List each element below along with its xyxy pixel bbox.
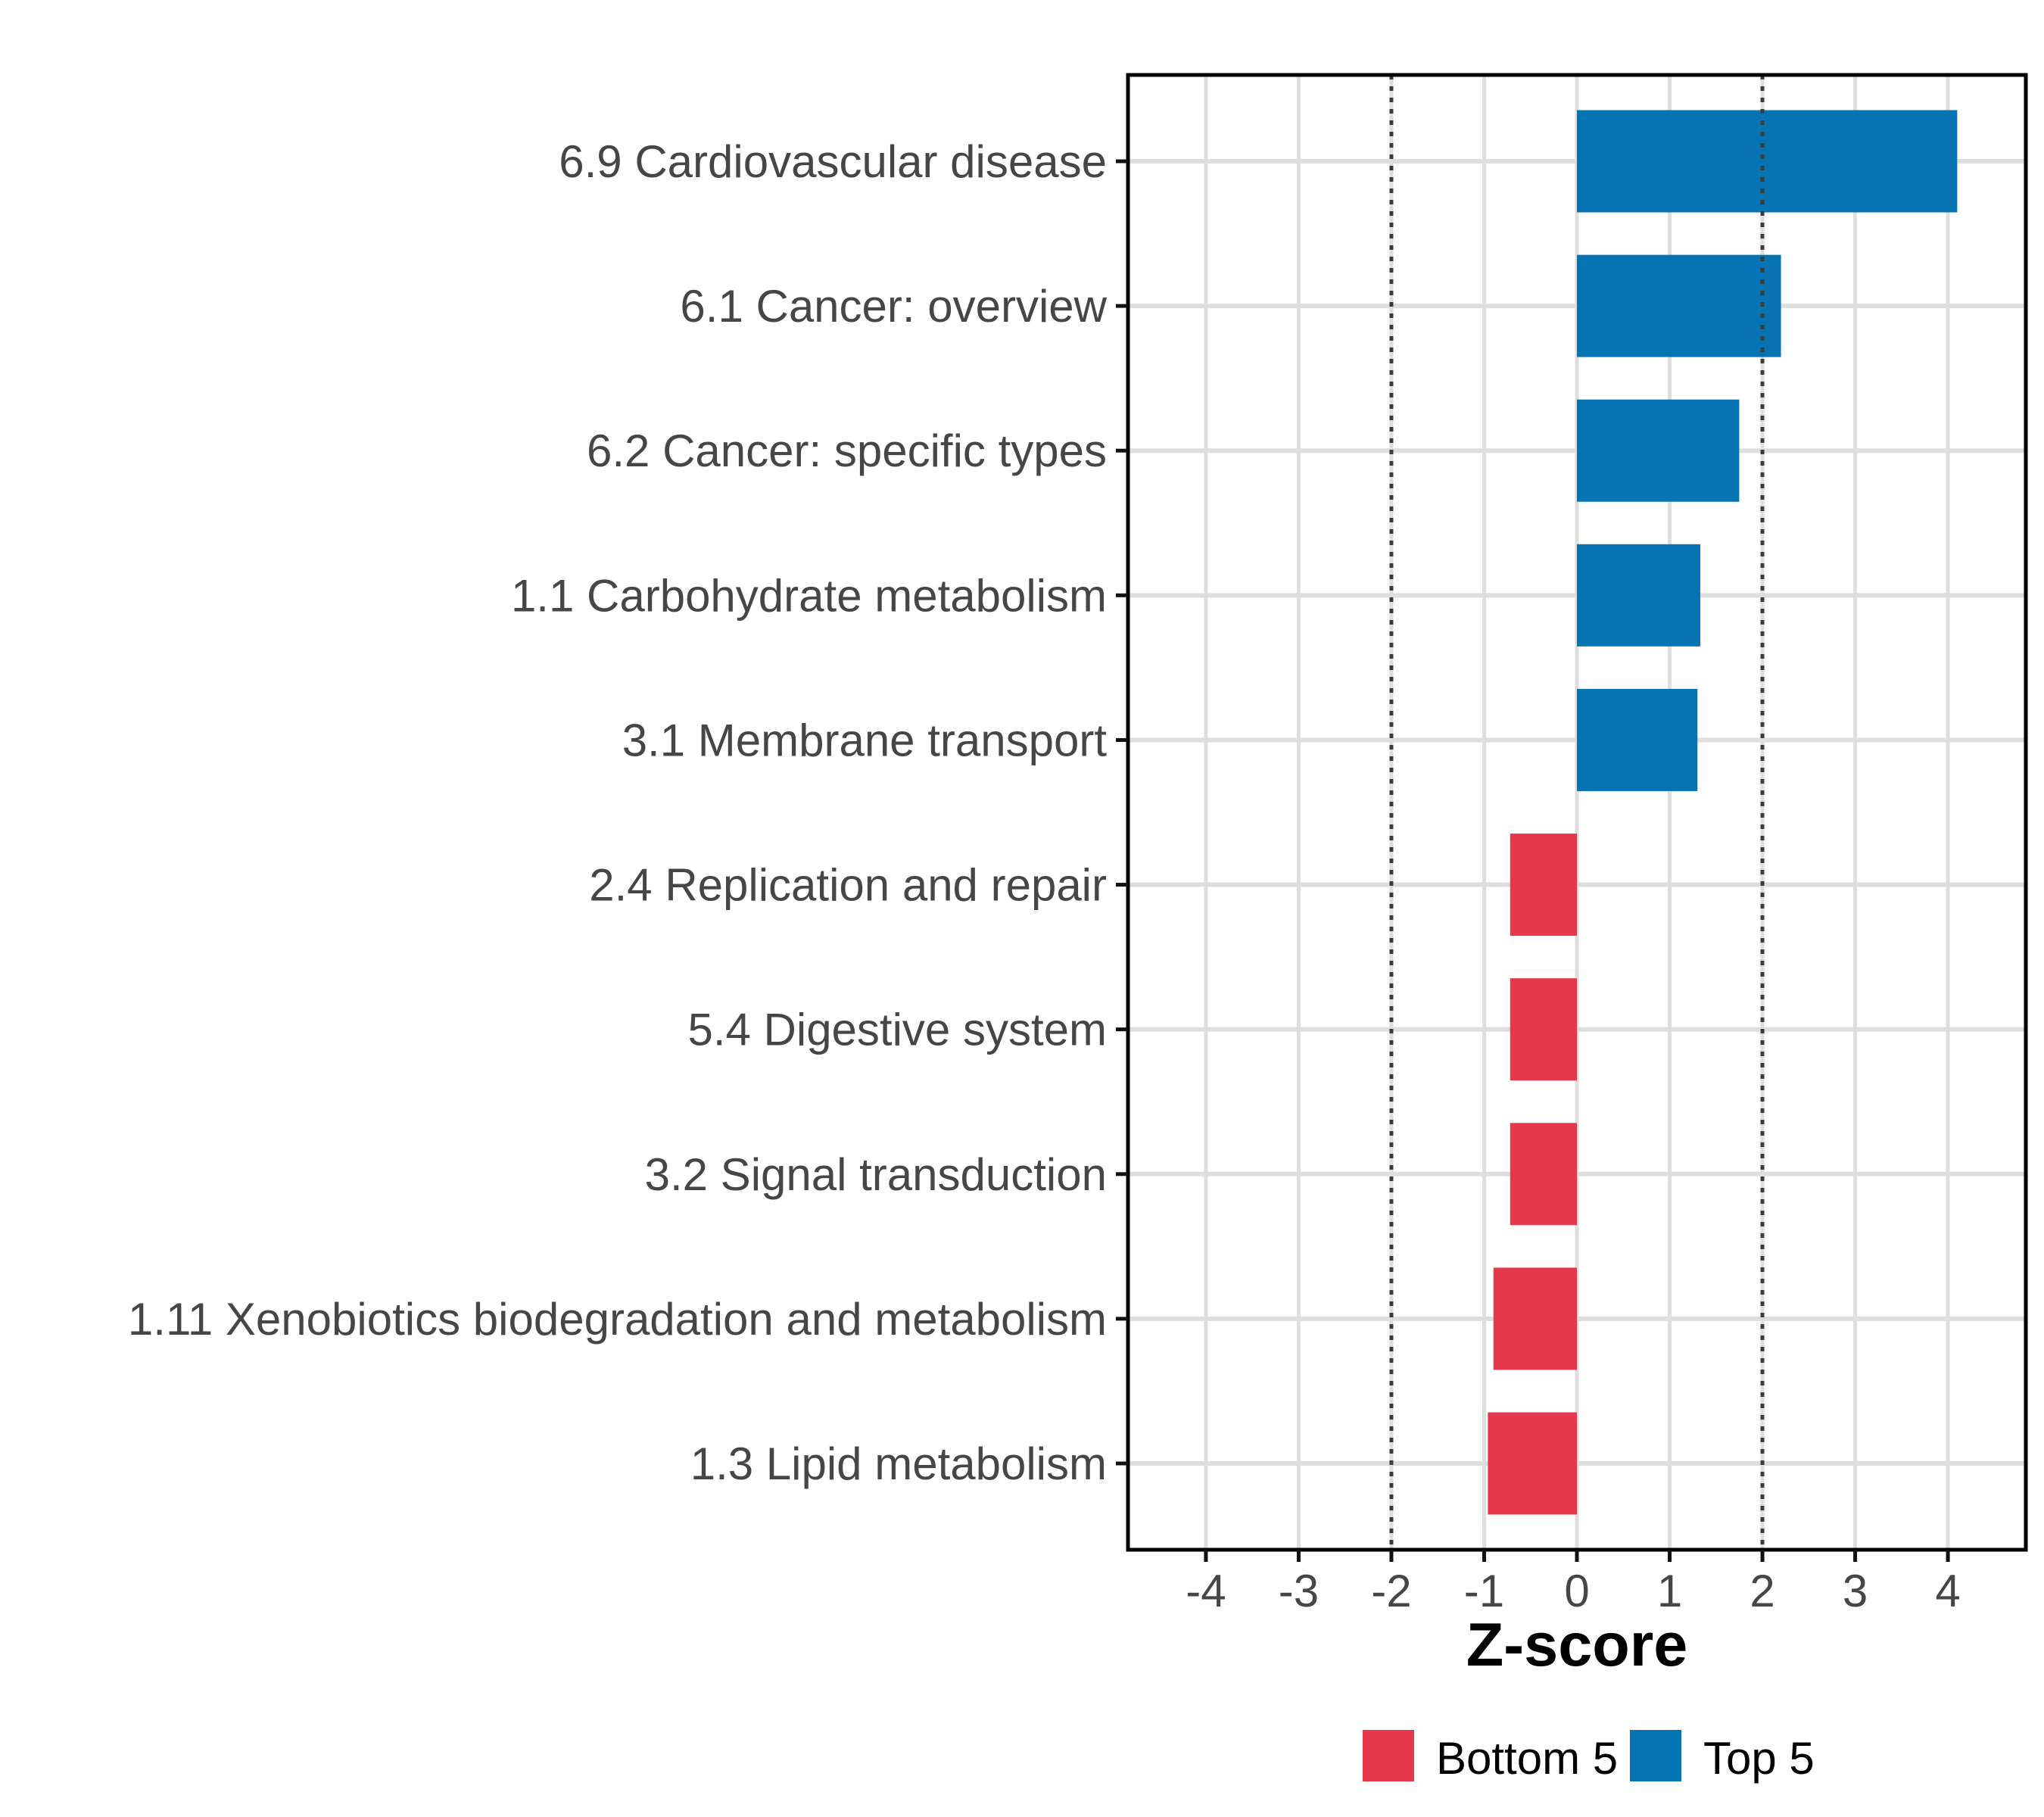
y-axis-category-label: 6.1 Cancer: overview (680, 281, 1107, 332)
bar (1577, 544, 1700, 647)
y-axis-category-label: 3.2 Signal transduction (645, 1149, 1107, 1200)
y-axis-category-label: 1.3 Lipid metabolism (690, 1438, 1107, 1489)
x-axis-tick-label: 4 (1935, 1566, 1960, 1616)
x-axis-title: Z-score (1466, 1611, 1688, 1679)
bar (1577, 399, 1740, 502)
legend-swatch-bottom-5 (1363, 1730, 1414, 1781)
bars (1488, 110, 1958, 1515)
bar (1493, 1267, 1577, 1370)
bar (1577, 254, 1781, 357)
legend-swatch-top-5 (1630, 1730, 1681, 1781)
reference-lines (1389, 75, 1765, 1550)
y-axis-category-label: 6.2 Cancer: specific types (587, 425, 1107, 476)
x-axis-tick-label: 3 (1843, 1566, 1868, 1616)
y-axis-category-label: 6.9 Cardiovascular disease (559, 136, 1107, 187)
y-axis-category-label: 1.11 Xenobiotics biodegradation and meta… (128, 1294, 1107, 1345)
x-axis: -4 -3 -2 -1 0 1 2 3 4 Z-score (1186, 1550, 1961, 1679)
x-axis-tick-label: -4 (1186, 1566, 1226, 1616)
x-axis-tick-label: 2 (1750, 1566, 1774, 1616)
panel (1126, 73, 2028, 1552)
bar (1577, 688, 1698, 791)
y-axis-category-label: 1.1 Carbohydrate metabolism (511, 570, 1107, 621)
x-axis-tick-label: -2 (1371, 1566, 1411, 1616)
y-axis-ticks (1116, 159, 1128, 1466)
x-axis-ticks (1204, 1550, 1950, 1562)
x-axis-tick-label: 0 (1564, 1566, 1589, 1616)
y-axis-category-label: 3.1 Membrane transport (622, 715, 1108, 765)
bar (1577, 110, 1958, 213)
x-axis-tick-label: 1 (1657, 1566, 1682, 1616)
y-axis-category-labels: 6.9 Cardiovascular disease 6.1 Cancer: ov… (128, 136, 1108, 1489)
x-axis-tick-labels: -4 -3 -2 -1 0 1 2 3 4 (1186, 1566, 1961, 1616)
x-axis-tick-label: -3 (1279, 1566, 1319, 1616)
legend: Bottom 5 Top 5 (1363, 1730, 1815, 1784)
y-axis-category-label: 5.4 Digestive system (687, 1005, 1107, 1055)
legend-label: Top 5 (1703, 1733, 1815, 1784)
bar (1488, 1412, 1577, 1515)
bar (1510, 978, 1577, 1081)
bar (1510, 834, 1577, 937)
x-axis-tick-label: -1 (1464, 1566, 1504, 1616)
legend-label: Bottom 5 (1436, 1733, 1618, 1784)
y-axis-category-label: 2.4 Replication and repair (589, 860, 1107, 911)
y-axis: 6.9 Cardiovascular disease 6.1 Cancer: ov… (128, 136, 1128, 1489)
bar (1510, 1123, 1577, 1226)
